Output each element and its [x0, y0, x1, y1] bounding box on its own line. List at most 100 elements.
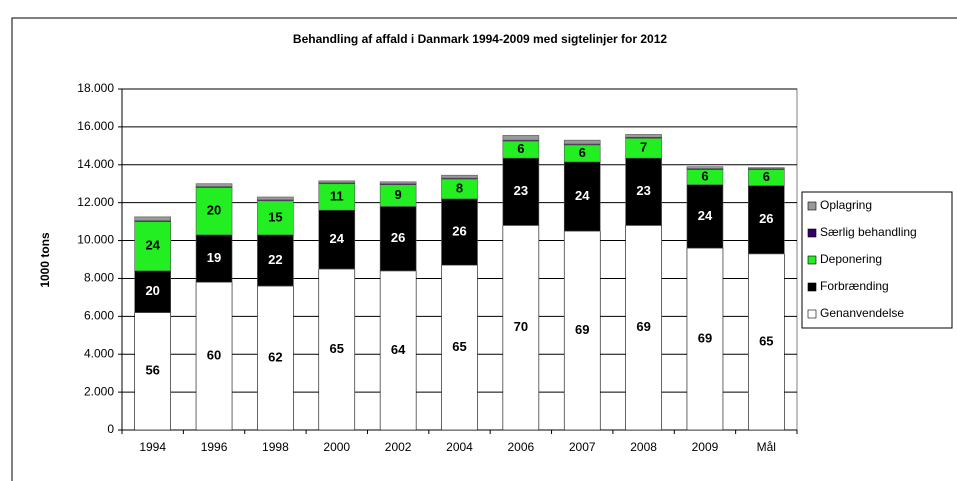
bar-segment	[379, 181, 417, 185]
bar-segment	[748, 167, 785, 169]
bar-segment	[318, 180, 356, 184]
bar-segment	[318, 268, 356, 431]
legend-label: Forbrænding	[820, 279, 889, 293]
bar-segment	[134, 312, 171, 431]
legend-label: Deponering	[820, 252, 882, 266]
share-label: 69	[698, 331, 712, 346]
bar-segment	[502, 225, 540, 431]
y-tick-label: 2.000	[84, 384, 114, 398]
y-tick-label: 4.000	[84, 346, 114, 360]
x-tick-label: 2000	[323, 440, 350, 454]
share-label: 64	[391, 342, 406, 357]
bar-segment	[502, 157, 540, 226]
share-label: 56	[145, 363, 159, 378]
y-tick-label: 12.000	[77, 195, 114, 209]
share-label: 22	[268, 252, 282, 267]
bar-segment	[257, 285, 294, 431]
share-label: 26	[759, 211, 773, 226]
bar-segment	[134, 270, 171, 313]
share-label: 15	[268, 209, 282, 224]
bar-segment	[748, 185, 785, 255]
legend-swatch	[807, 228, 817, 238]
legend-label: Oplagring	[820, 198, 872, 212]
share-label: 9	[395, 187, 402, 202]
y-tick-label: 8.000	[84, 271, 114, 285]
x-tick-label: 2007	[569, 440, 596, 454]
bar-segment	[195, 187, 233, 236]
bar-segment	[563, 139, 601, 145]
share-label: 26	[452, 223, 466, 238]
y-axis-label: 1000 tons	[38, 232, 52, 288]
bar-segment	[318, 209, 356, 270]
share-label: 65	[452, 339, 466, 354]
share-label: 7	[640, 140, 647, 155]
x-tick-label: 2002	[385, 440, 412, 454]
legend-label: Genanvendelse	[820, 306, 904, 320]
legend-box	[801, 191, 953, 329]
share-label: 24	[145, 238, 160, 253]
bar-segment	[625, 225, 662, 431]
chart-title: Behandling af affald i Danmark 1994-2009…	[293, 32, 667, 46]
share-label: 26	[391, 230, 405, 245]
bar-segment	[563, 161, 601, 232]
bar-segment	[257, 196, 294, 201]
share-label: 20	[145, 283, 159, 298]
y-tick-label: 10.000	[77, 233, 114, 247]
share-label: 11	[330, 188, 344, 203]
bar-segment	[441, 174, 478, 179]
x-tick-label: 2006	[508, 440, 535, 454]
share-label: 6	[517, 141, 524, 156]
x-tick-label: 2008	[630, 440, 657, 454]
bar-segment	[134, 216, 171, 221]
share-label: 24	[330, 231, 345, 246]
bar-segment	[625, 134, 662, 138]
y-tick-label: 18.000	[77, 81, 114, 95]
y-tick-label: 16.000	[77, 119, 114, 133]
y-tick-label: 14.000	[77, 157, 114, 171]
x-tick-label: 2004	[446, 440, 473, 454]
share-label: 8	[456, 180, 463, 195]
bar-segment	[195, 281, 233, 431]
share-label: 6	[579, 145, 586, 160]
legend-swatch	[807, 282, 817, 292]
share-label: 69	[636, 319, 650, 334]
legend-swatch	[807, 201, 817, 211]
share-label: 6	[763, 169, 770, 184]
y-tick-label: 0	[107, 422, 114, 436]
bar-segment	[379, 206, 417, 272]
share-label: 24	[575, 188, 590, 203]
bar-segment	[748, 253, 785, 431]
bar-segment	[686, 247, 724, 431]
share-label: 69	[575, 322, 589, 337]
bar-segment	[686, 166, 724, 169]
legend-swatch	[807, 309, 817, 319]
bar-segment	[441, 198, 478, 266]
x-tick-label: 1998	[262, 440, 289, 454]
bar-segment	[379, 270, 417, 431]
share-label: 24	[698, 208, 713, 223]
share-label: 20	[207, 203, 221, 218]
legend-swatch	[807, 255, 817, 265]
share-label: 6	[701, 169, 708, 184]
bar-segment	[441, 264, 478, 431]
share-label: 60	[207, 348, 221, 363]
bar-segment	[625, 157, 662, 226]
x-tick-label: Mål	[757, 440, 776, 454]
y-tick-label: 6.000	[84, 309, 114, 323]
bar-segment	[563, 230, 601, 431]
legend-label: Særlig behandling	[820, 225, 917, 239]
bar-segment	[195, 234, 233, 283]
share-label: 65	[330, 341, 344, 356]
share-label: 65	[759, 333, 773, 348]
bar-segment	[134, 221, 171, 272]
bar-segment	[257, 200, 294, 236]
x-tick-label: 1994	[139, 440, 166, 454]
share-label: 19	[207, 250, 221, 265]
share-label: 23	[514, 183, 528, 198]
bar-segment	[502, 135, 540, 141]
share-label: 70	[514, 319, 528, 334]
x-tick-label: 1996	[201, 440, 228, 454]
bar-segment	[195, 183, 233, 187]
